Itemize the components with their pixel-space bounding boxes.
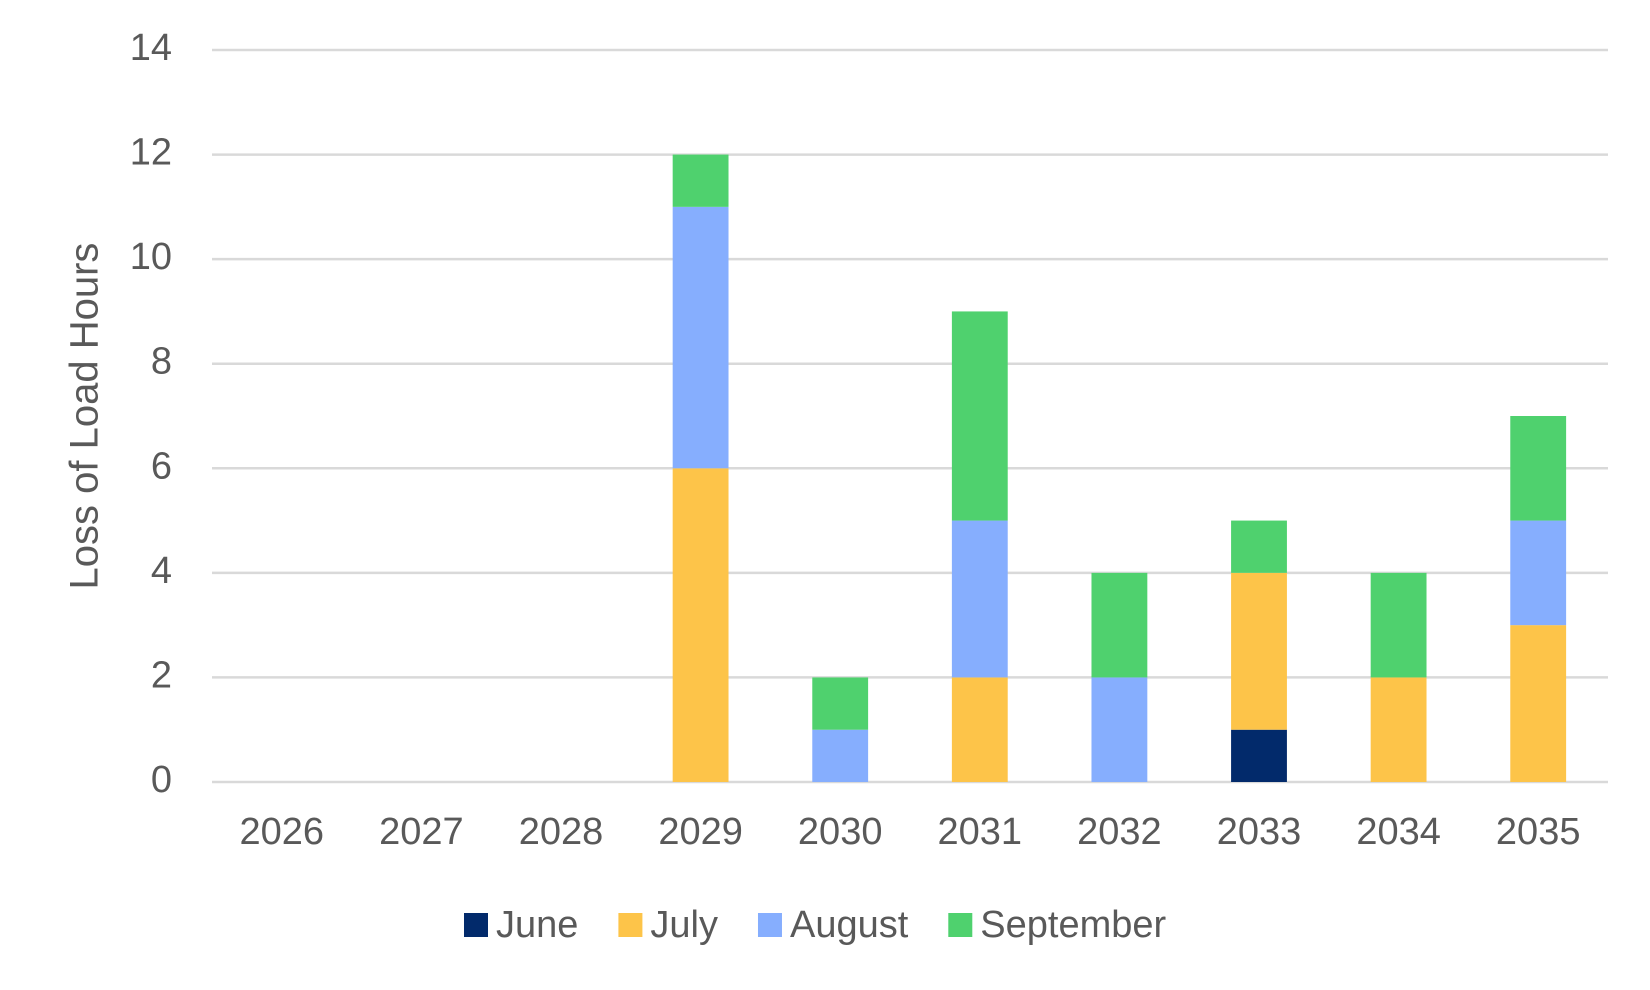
legend-swatch — [618, 913, 643, 937]
y-tick-label: 4 — [151, 550, 172, 592]
y-tick-label: 2 — [151, 654, 172, 696]
x-tick-label: 2034 — [1356, 811, 1441, 853]
x-tick-label: 2030 — [798, 811, 883, 853]
legend-label: August — [790, 904, 909, 946]
x-tick-label: 2028 — [519, 811, 604, 853]
x-tick-label: 2035 — [1496, 811, 1581, 853]
y-tick-label: 12 — [130, 132, 172, 174]
bar-segment — [1370, 677, 1427, 782]
y-tick-label: 10 — [130, 236, 172, 278]
bar-segment — [1091, 677, 1148, 782]
y-tick-label: 8 — [151, 341, 172, 383]
bar-segment — [1231, 572, 1287, 730]
legend-label: June — [496, 904, 578, 946]
bar-segment — [672, 154, 729, 207]
bar-segment — [1231, 729, 1287, 782]
y-tick-label: 0 — [151, 759, 172, 801]
legend-label: September — [980, 904, 1166, 946]
bar-segment — [1231, 520, 1287, 573]
bar-segment — [951, 677, 1008, 782]
x-tick-label: 2033 — [1217, 811, 1302, 853]
bar-segment — [812, 729, 869, 782]
bar-segment — [672, 206, 729, 469]
y-tick-label: 14 — [130, 27, 172, 69]
x-tick-label: 2032 — [1077, 811, 1162, 853]
legend-label: July — [650, 904, 718, 946]
y-tick-label: 6 — [151, 445, 172, 487]
x-tick-label: 2031 — [938, 811, 1023, 853]
y-axis-title: Loss of Load Hours — [63, 243, 107, 590]
bar-segment — [1510, 520, 1567, 626]
x-tick-label: 2027 — [379, 811, 464, 853]
bar-segment — [1510, 625, 1567, 782]
x-tick-label: 2026 — [240, 811, 325, 853]
bar-segment — [951, 311, 1008, 521]
legend-swatch — [757, 913, 782, 937]
bar-segment — [1370, 572, 1427, 678]
bar-segment — [1510, 416, 1567, 521]
x-tick-label: 2029 — [658, 811, 743, 853]
legend-swatch — [464, 913, 488, 937]
bar-segment — [672, 468, 729, 782]
bar-segment — [951, 520, 1008, 678]
bar-segment — [812, 677, 869, 730]
bar-segment — [1091, 572, 1148, 678]
legend-swatch — [948, 913, 973, 937]
